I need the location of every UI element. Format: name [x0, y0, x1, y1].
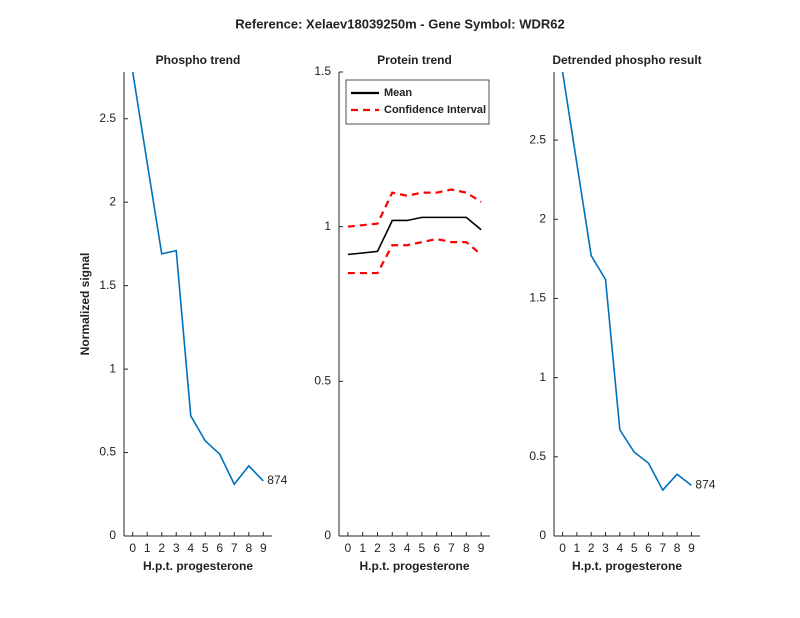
y-tick-label: 0.5 — [529, 449, 546, 463]
x-tick-label: 9 — [260, 541, 267, 555]
y-tick-label: 1.5 — [529, 291, 546, 305]
annotation: 874 — [267, 473, 287, 487]
y-tick-label: 0 — [539, 528, 546, 542]
legend-label: Mean — [384, 87, 412, 99]
x-axis-label: H.p.t. progesterone — [143, 559, 253, 573]
y-tick-label: 1 — [324, 219, 331, 233]
x-tick-label: 3 — [173, 541, 180, 555]
y-tick-label: 2 — [539, 211, 546, 225]
x-tick-label: 3 — [602, 541, 609, 555]
y-tick-label: 0 — [109, 528, 116, 542]
x-tick-label: 2 — [588, 541, 595, 555]
y-tick-label: 2.5 — [529, 132, 546, 146]
legend-box — [345, 79, 490, 125]
x-tick-label: 8 — [674, 541, 681, 555]
y-tick-label: 2.5 — [99, 111, 116, 125]
x-tick-label: 5 — [631, 541, 638, 555]
series-line — [347, 188, 482, 228]
figure-title: Reference: Xelaev18039250m - Gene Symbol… — [235, 16, 565, 31]
x-tick-label: 1 — [359, 541, 366, 555]
y-tick-label: 1 — [539, 370, 546, 384]
x-tick-label: 0 — [345, 541, 352, 555]
x-axis-label: H.p.t. progesterone — [359, 559, 469, 573]
x-tick-label: 9 — [688, 541, 695, 555]
y-tick-label: 1.5 — [99, 278, 116, 292]
series-line — [347, 216, 482, 256]
y-tick-label: 0.5 — [99, 445, 116, 459]
x-tick-label: 5 — [202, 541, 209, 555]
y-tick-label: 2 — [109, 194, 116, 208]
x-tick-label: 3 — [389, 541, 396, 555]
series-line — [131, 71, 264, 486]
y-tick-label: 0 — [324, 528, 331, 542]
x-tick-label: 7 — [448, 541, 455, 555]
x-tick-label: 9 — [478, 541, 485, 555]
axes-title: Phospho trend — [156, 53, 241, 67]
x-axis-label: H.p.t. progesterone — [572, 559, 682, 573]
x-tick-label: 4 — [404, 541, 411, 555]
x-tick-label: 2 — [374, 541, 381, 555]
x-tick-label: 6 — [216, 541, 223, 555]
axes-title: Detrended phospho result — [552, 53, 701, 67]
x-tick-label: 1 — [144, 541, 151, 555]
series-line — [561, 71, 692, 492]
y-tick-label: 0.5 — [314, 374, 331, 388]
axes-title: Protein trend — [377, 53, 452, 67]
y-tick-label: 1 — [109, 361, 116, 375]
x-tick-label: 8 — [463, 541, 470, 555]
annotation: 874 — [695, 477, 715, 491]
x-tick-label: 0 — [129, 541, 136, 555]
x-tick-label: 6 — [645, 541, 652, 555]
x-tick-label: 4 — [616, 541, 623, 555]
x-tick-label: 1 — [574, 541, 581, 555]
y-tick-label: 1.5 — [314, 64, 331, 78]
x-tick-label: 7 — [231, 541, 238, 555]
x-tick-label: 2 — [158, 541, 165, 555]
y-axis-label: Normalized signal — [78, 253, 92, 356]
legend-label: Confidence Interval — [384, 104, 486, 116]
x-tick-label: 7 — [659, 541, 666, 555]
x-tick-label: 8 — [245, 541, 252, 555]
x-tick-label: 6 — [433, 541, 440, 555]
series-line — [347, 237, 482, 275]
x-tick-label: 4 — [187, 541, 194, 555]
x-tick-label: 0 — [559, 541, 566, 555]
x-tick-label: 5 — [419, 541, 426, 555]
